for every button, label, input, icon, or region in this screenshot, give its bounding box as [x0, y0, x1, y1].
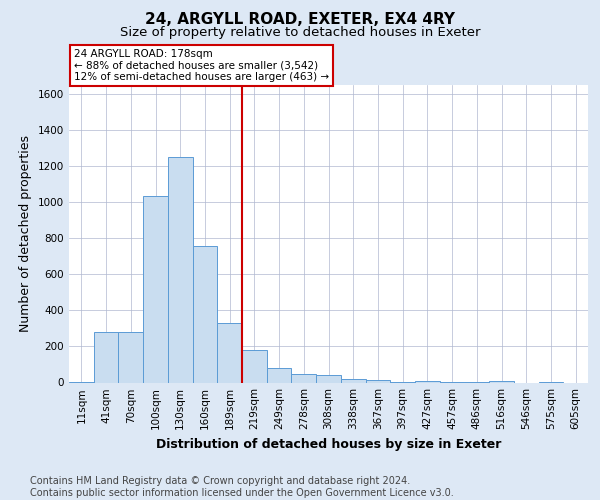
Y-axis label: Number of detached properties: Number of detached properties	[19, 135, 32, 332]
Bar	[193, 246, 217, 382]
Bar	[267, 368, 292, 382]
Bar	[316, 376, 341, 382]
Bar	[242, 350, 267, 382]
X-axis label: Distribution of detached houses by size in Exeter: Distribution of detached houses by size …	[156, 438, 501, 451]
Bar	[94, 332, 118, 382]
Text: Contains HM Land Registry data © Crown copyright and database right 2024.
Contai: Contains HM Land Registry data © Crown c…	[30, 476, 454, 498]
Bar	[118, 332, 143, 382]
Bar	[415, 380, 440, 382]
Text: Size of property relative to detached houses in Exeter: Size of property relative to detached ho…	[120, 26, 480, 39]
Bar	[489, 380, 514, 382]
Bar	[168, 157, 193, 382]
Text: 24 ARGYLL ROAD: 178sqm
← 88% of detached houses are smaller (3,542)
12% of semi-: 24 ARGYLL ROAD: 178sqm ← 88% of detached…	[74, 49, 329, 82]
Bar	[143, 196, 168, 382]
Bar	[217, 323, 242, 382]
Bar	[365, 380, 390, 382]
Bar	[292, 374, 316, 382]
Bar	[341, 379, 365, 382]
Text: 24, ARGYLL ROAD, EXETER, EX4 4RY: 24, ARGYLL ROAD, EXETER, EX4 4RY	[145, 12, 455, 28]
